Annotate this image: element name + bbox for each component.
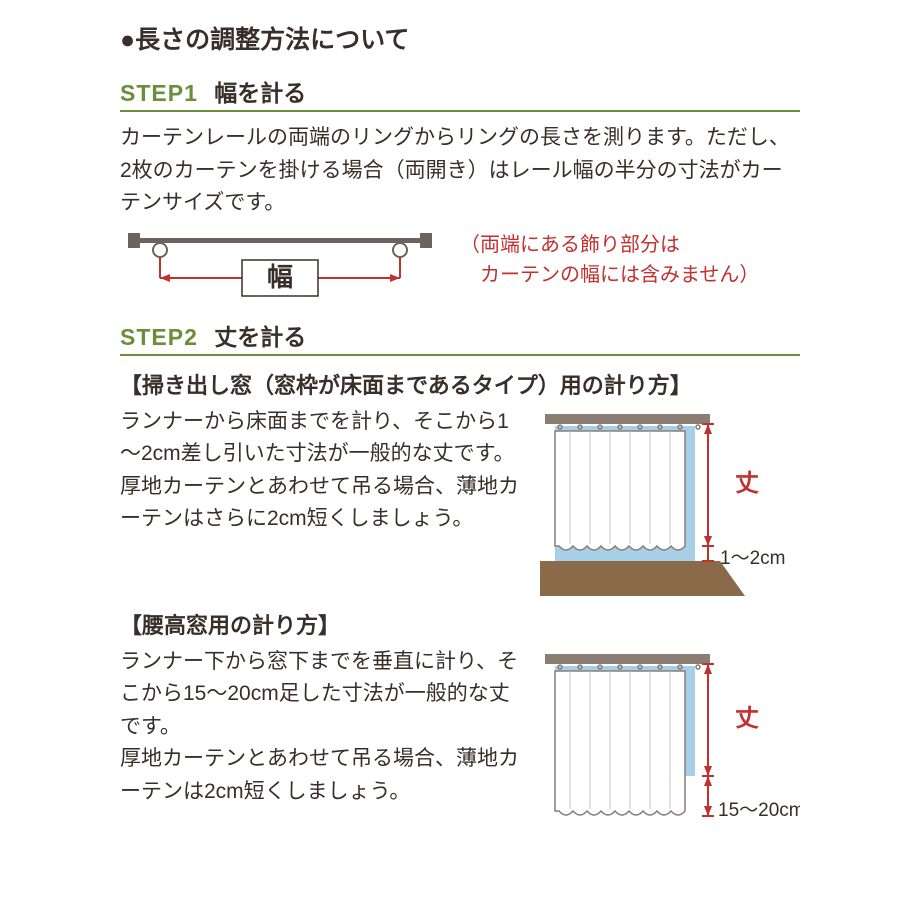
step2-sec2-row: ランナー下から窓下までを垂直に計り、そこから15～20cm足した寸法が一般的な丈… (120, 646, 800, 846)
step1-block: STEP1 幅を計る カーテンレールの両端のリングからリングの長さを測ります。た… (120, 74, 800, 300)
step2-sec1-row: ランナーから床面までを計り、そこから1～2cm差し引いた寸法が一般的な丈です。 … (120, 406, 800, 596)
step2-sec1-heading: 【掃き出し窓（窓枠が床面まであるタイプ）用の計り方】 (120, 368, 800, 400)
step1-note: （両端にある飾り部分は カーテンの幅には含みません） (460, 230, 759, 290)
step2-sec2-heading: 【腰高窓用の計り方】 (120, 608, 800, 640)
step1-header: STEP1 幅を計る (120, 74, 800, 112)
step2-num: STEP2 (120, 324, 198, 350)
svg-text:1～2cm: 1～2cm (720, 548, 785, 569)
step1-label: 幅を計る (214, 80, 306, 106)
step2-label: 丈を計る (214, 324, 306, 350)
rail-diagram-icon: 幅 (120, 230, 440, 300)
svg-text:幅: 幅 (267, 262, 293, 292)
svg-text:丈: 丈 (735, 705, 759, 732)
svg-text:丈: 丈 (735, 470, 759, 497)
svg-text:15～20cm: 15～20cm (718, 800, 800, 821)
step2-header: STEP2 丈を計る (120, 318, 800, 356)
step1-visual: 幅 （両端にある飾り部分は カーテンの幅には含みません） (120, 230, 800, 300)
step2-sec1-desc: ランナーから床面までを計り、そこから1～2cm差し引いた寸法が一般的な丈です。 … (120, 406, 520, 536)
main-title: ●長さの調整方法について (120, 20, 800, 56)
sweep-window-diagram-icon: 丈 1～2cm (540, 406, 800, 596)
waist-window-diagram-icon: 丈 15～20cm (540, 646, 800, 846)
step1-desc: カーテンレールの両端のリングからリングの長さを測ります。ただし、2枚のカーテンを… (120, 122, 800, 220)
step2-sec2-desc: ランナー下から窓下までを垂直に計り、そこから15～20cm足した寸法が一般的な丈… (120, 646, 520, 809)
step2-block: STEP2 丈を計る 【掃き出し窓（窓枠が床面まであるタイプ）用の計り方】 ラン… (120, 318, 800, 846)
step1-num: STEP1 (120, 80, 198, 106)
